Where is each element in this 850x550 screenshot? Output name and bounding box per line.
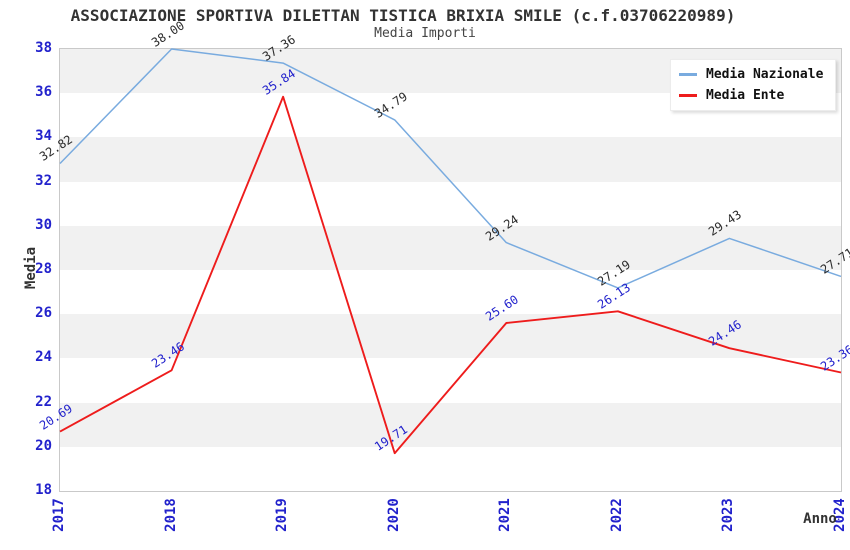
y-tick-label: 26 bbox=[35, 305, 52, 322]
legend-item-media-ente: Media Ente bbox=[679, 88, 823, 103]
y-tick-label: 38 bbox=[35, 40, 52, 56]
plot-area: 32.82 38.00 37.36 34.79 29.24 27.19 29.43 27.71… bbox=[37, 18, 850, 492]
y-tick-label: 18 bbox=[35, 482, 52, 498]
x-tick-label: 2022 bbox=[608, 498, 625, 532]
x-axis-title: Anno bbox=[803, 511, 837, 527]
x-tick-label: 2023 bbox=[720, 498, 737, 532]
background-bands bbox=[60, 49, 841, 491]
background-band bbox=[60, 446, 841, 491]
background-band bbox=[60, 270, 841, 316]
series-line-0 bbox=[59, 48, 842, 289]
y-tick-label: 34 bbox=[35, 128, 52, 145]
x-tick-label: 2019 bbox=[274, 498, 291, 532]
series-line-1 bbox=[59, 95, 842, 455]
y-tick-label: 28 bbox=[35, 261, 52, 277]
y-tick-label: 36 bbox=[35, 84, 52, 101]
y-tick-label: 20 bbox=[35, 437, 52, 454]
y-axis-title: Media bbox=[23, 246, 39, 290]
background-band bbox=[60, 402, 841, 448]
chart-title: ASSOCIAZIONE SPORTIVA DILETTAN TISTICA B… bbox=[70, 6, 736, 25]
y-tick-label: 22 bbox=[35, 393, 52, 410]
legend: Media Nazionale Media Ente bbox=[670, 59, 837, 111]
x-tick-label: 2017 bbox=[51, 498, 67, 532]
y-tick-label: 30 bbox=[35, 216, 52, 233]
y-tick-label: 32 bbox=[35, 172, 52, 189]
legend-item-media-nazionale: Media Nazionale bbox=[679, 67, 823, 82]
line-series-svg bbox=[59, 48, 842, 455]
legend-line-swatch-red bbox=[679, 94, 697, 97]
chart-subtitle: Media Importi bbox=[374, 26, 476, 41]
x-tick-label: 2021 bbox=[497, 498, 514, 532]
y-tick-label: 24 bbox=[35, 349, 52, 366]
legend-label: Media Nazionale bbox=[706, 67, 824, 82]
legend-label: Media Ente bbox=[706, 88, 785, 103]
legend-line-swatch-blue bbox=[679, 73, 697, 76]
x-tick-label: 2020 bbox=[385, 498, 402, 532]
x-tick-label: 2018 bbox=[162, 498, 179, 532]
